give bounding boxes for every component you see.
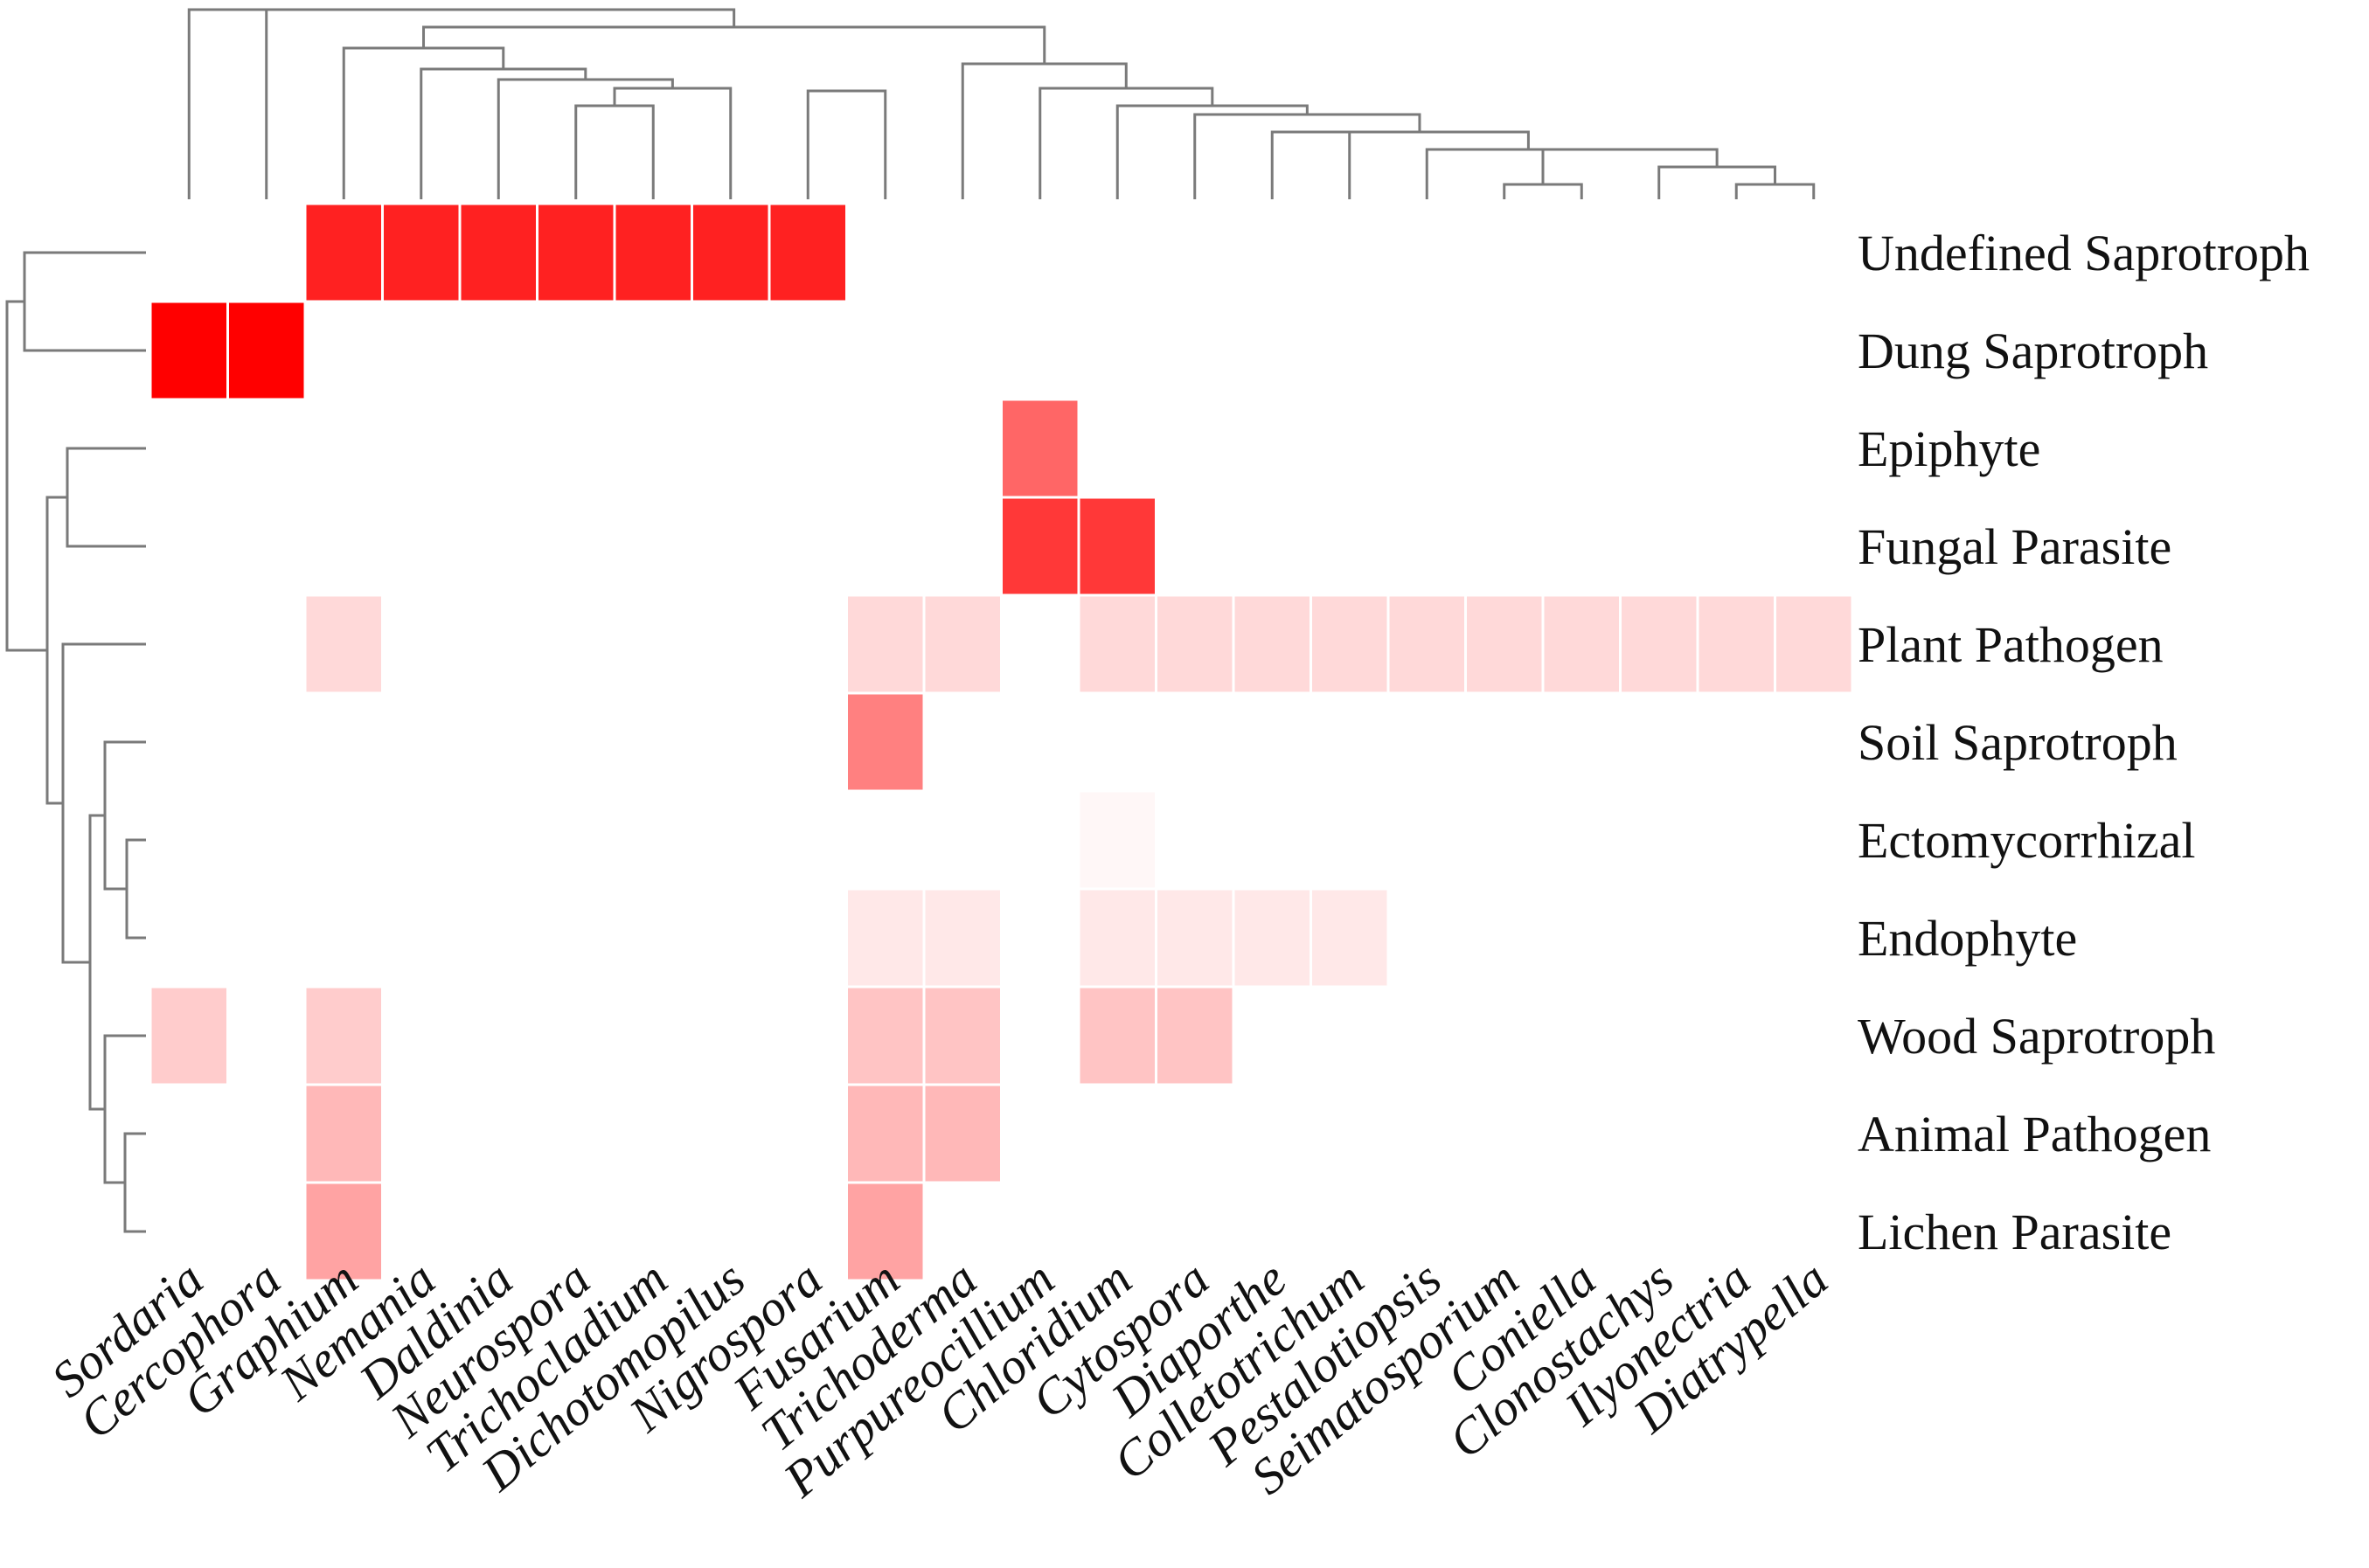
dendrogram-branch — [123, 1132, 146, 1233]
heatmap-cell — [1774, 593, 1854, 695]
heatmap-cell — [845, 1181, 926, 1282]
dendrogram-branch — [88, 814, 105, 1111]
dendrogram-branch — [342, 46, 505, 199]
row-labels: Undefined Saprotroph Dung Saprotroph Epiph… — [1858, 225, 2310, 1260]
row-label: Animal Pathogen — [1858, 1106, 2211, 1162]
heatmap-cell — [1232, 887, 1312, 989]
heatmap-cell — [922, 593, 1003, 695]
heatmap-cell — [536, 202, 616, 303]
dendrogram-branch — [497, 78, 674, 199]
dendrogram-branch — [187, 8, 268, 199]
row-label: Dung Saprotroph — [1858, 323, 2208, 379]
heatmap-cell — [845, 691, 926, 793]
heatmap-cell — [845, 985, 926, 1086]
row-label: Wood Saprotroph — [1858, 1008, 2215, 1065]
row-label: Epiphyte — [1858, 420, 2040, 477]
heatmap-cell — [226, 300, 307, 401]
heatmap-cell — [149, 985, 229, 1086]
heatmap-cell — [1000, 398, 1080, 499]
heatmap-cell — [1619, 593, 1699, 695]
heatmap-cell — [1077, 789, 1157, 891]
heatmap-cell — [1077, 593, 1157, 695]
row-label: Lichen Parasite — [1858, 1204, 2171, 1260]
dendrogram-branch — [125, 838, 146, 940]
heatmap-cell — [1310, 593, 1390, 695]
heatmap-cell — [303, 1181, 384, 1282]
heatmap-cell — [303, 593, 384, 695]
heatmap-cell — [845, 1083, 926, 1184]
heatmap-cell — [922, 1083, 1003, 1184]
row-label: Plant Pathogen — [1858, 616, 2164, 673]
dendrogram-branch — [227, 8, 736, 27]
heatmap-cell — [1310, 887, 1390, 989]
dendrogram-branch — [1193, 113, 1421, 199]
dendrogram-branch — [23, 251, 146, 352]
heatmap-cell — [1541, 593, 1622, 695]
dendrogram-branch — [1503, 183, 1583, 199]
dendrogram-branch — [806, 89, 887, 199]
row-label: Undefined Saprotroph — [1858, 225, 2310, 281]
heatmap-cell — [691, 202, 771, 303]
heatmap-cell — [458, 202, 538, 303]
dendrogram-branch — [1310, 130, 1530, 149]
heatmap-cell — [1464, 593, 1545, 695]
heatmap-cell — [1077, 887, 1157, 989]
heatmap-cell — [845, 887, 926, 989]
heatmap-cell — [1155, 985, 1235, 1086]
dendrogram-branch — [1541, 148, 1719, 184]
dendrogram-branch — [1425, 148, 1630, 199]
column-dendrogram — [187, 8, 1816, 199]
heatmap-cell — [381, 202, 462, 303]
heatmap-cell — [1232, 593, 1312, 695]
dendrogram-branch — [5, 300, 47, 652]
heatmap-cell — [922, 887, 1003, 989]
dendrogram-branch — [1270, 130, 1351, 199]
heatmap-cell — [1155, 887, 1235, 989]
dendrogram-branch — [574, 104, 655, 199]
row-label: Soil Saprotroph — [1858, 714, 2178, 771]
heatmap-cell — [613, 202, 693, 303]
heatmap-cell — [149, 300, 229, 401]
heatmap-cell — [1077, 496, 1157, 597]
row-label: Endophyte — [1858, 910, 2077, 967]
heatmap-cells — [149, 202, 1854, 1282]
dendrogram-branch — [422, 25, 1046, 64]
column-labels: SordariaCercophoraGraphiumNemaniaDaldini… — [40, 1250, 1838, 1508]
heatmap-cell — [1077, 985, 1157, 1086]
row-dendrogram — [5, 251, 146, 1233]
dendrogram-branch — [961, 62, 1128, 199]
row-label: Fungal Parasite — [1858, 518, 2171, 575]
heatmap-cell — [1696, 593, 1776, 695]
heatmap-cell — [1155, 593, 1235, 695]
dendrogram-branch — [66, 447, 146, 548]
dendrogram-branch — [420, 67, 587, 199]
heatmap-cell — [303, 1083, 384, 1184]
heatmap-cell — [303, 202, 384, 303]
heatmap-cell — [1000, 496, 1080, 597]
heatmap-cell — [1386, 593, 1467, 695]
dendrogram-branch — [1115, 104, 1309, 199]
row-label: Ectomycorrhizal — [1858, 812, 2196, 869]
heatmap-cell — [303, 985, 384, 1086]
dendrogram-branch — [1734, 183, 1816, 199]
heatmap-cell — [922, 985, 1003, 1086]
heatmap-cell — [845, 593, 926, 695]
heatmap-cell — [768, 202, 848, 303]
dendrogram-branch — [45, 496, 67, 805]
